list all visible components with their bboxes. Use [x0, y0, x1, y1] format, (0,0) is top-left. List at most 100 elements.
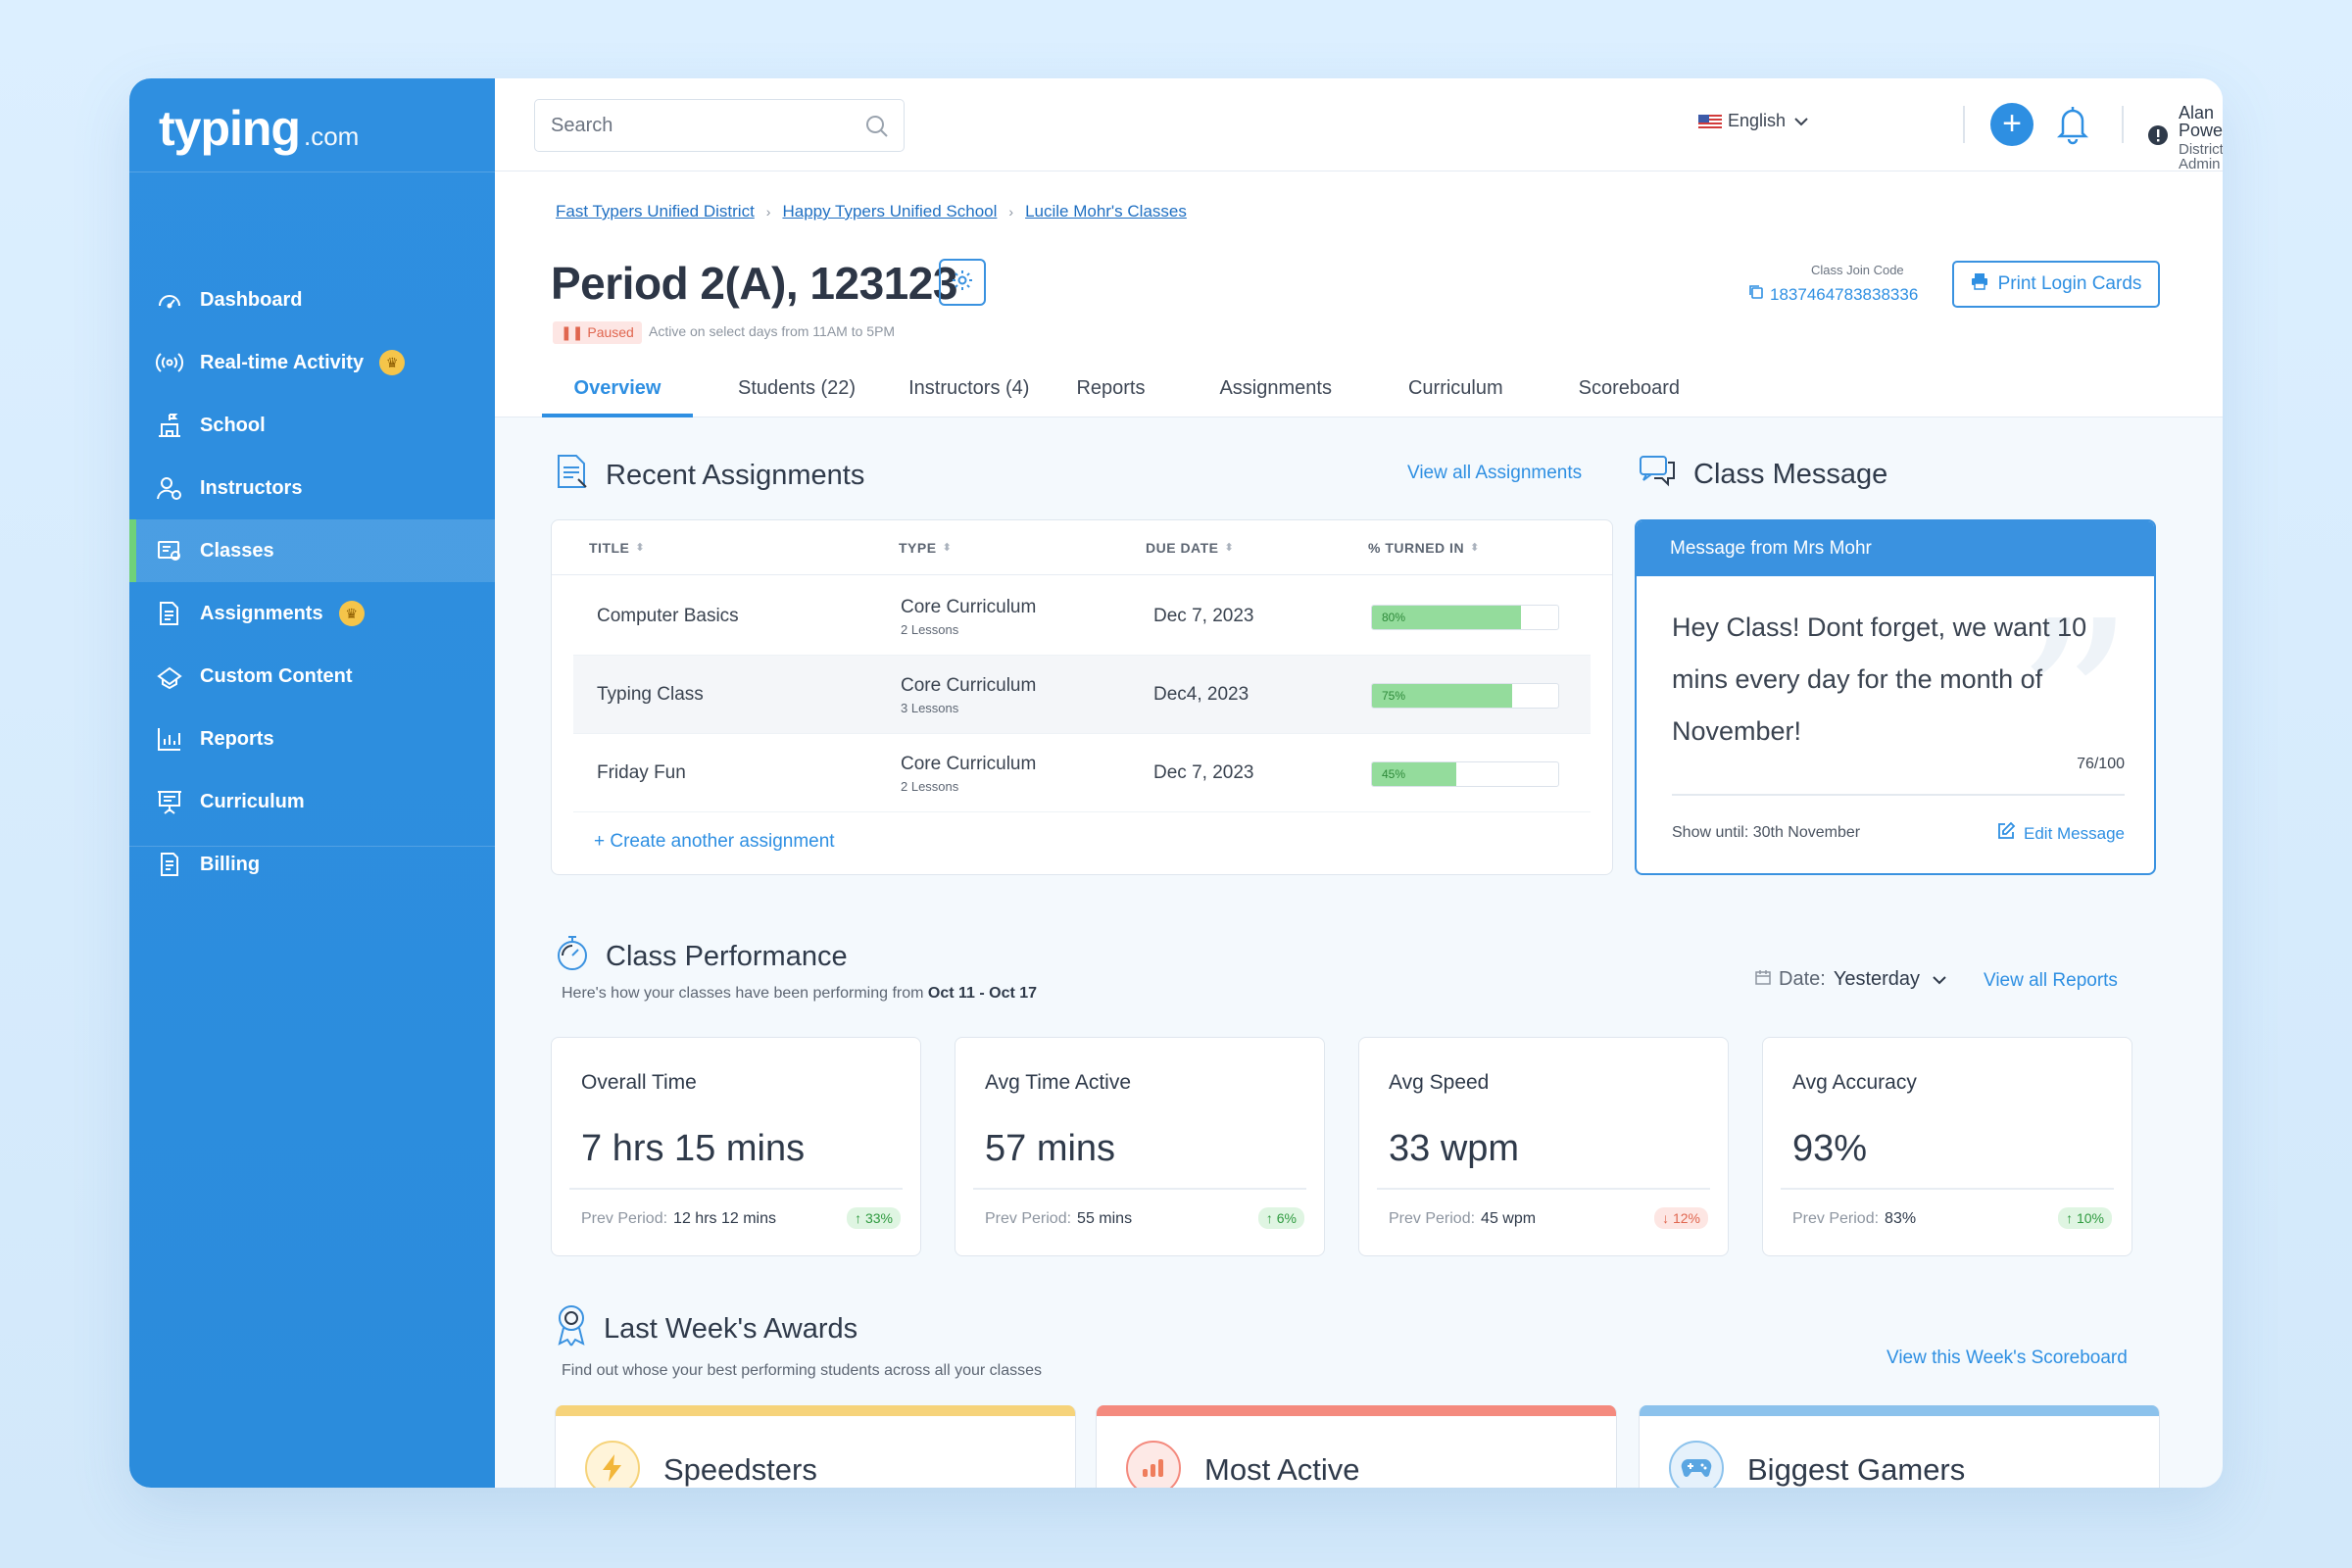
edit-message-button[interactable]: Edit Message [1996, 821, 2125, 846]
tab-curriculum[interactable]: Curriculum [1407, 376, 1503, 399]
crown-icon: ♛ [338, 601, 365, 626]
breadcrumb-district[interactable]: Fast Typers Unified District [556, 202, 755, 220]
gamepad-icon [1669, 1441, 1724, 1488]
topbar-divider [1963, 106, 1965, 143]
class-message-heading: Class Message [1639, 453, 1887, 496]
schedule-note: Active on select days from 11AM to 5PM [649, 323, 896, 339]
change-badge: ↑ 10% [2058, 1207, 2112, 1229]
cell-due: Dec4, 2023 [1153, 684, 1250, 705]
reports-icon [155, 724, 184, 754]
cell-type: Core Curriculum 3 Lessons [901, 674, 1037, 715]
stat-divider [1377, 1188, 1710, 1190]
table-row[interactable]: Friday Fun Core Curriculum 2 Lessons Dec … [573, 734, 1591, 812]
billing-icon [155, 850, 184, 879]
stat-divider [1781, 1188, 2114, 1190]
stat-divider [569, 1188, 903, 1190]
stat-divider [973, 1188, 1306, 1190]
cell-due: Dec 7, 2023 [1153, 606, 1254, 626]
breadcrumb-classes[interactable]: Lucile Mohr's Classes [1025, 202, 1187, 220]
gear-icon [951, 269, 974, 297]
sidebar-item-classes[interactable]: Classes [129, 519, 495, 582]
chevron-right-icon: › [1008, 204, 1014, 220]
table-row[interactable]: Typing Class Core Curriculum 3 Lessons De… [573, 656, 1591, 734]
lightning-icon [585, 1441, 640, 1488]
class-header [495, 172, 2223, 417]
date-selector[interactable]: Date: Yesterday [1755, 968, 1947, 991]
character-count: 76/100 [2077, 756, 2125, 772]
assignment-doc-icon [555, 453, 590, 498]
sidebar-item-custom-content[interactable]: Custom Content [129, 645, 495, 708]
breadcrumb-school[interactable]: Happy Typers Unified School [782, 202, 998, 220]
logo[interactable]: typing .com [159, 101, 360, 156]
print-login-cards-button[interactable]: Print Login Cards [1952, 261, 2160, 308]
quote-mark-icon: ” [2014, 570, 2134, 845]
tab-scoreboard[interactable]: Scoreboard [1578, 376, 1681, 399]
column-due-date[interactable]: DUE DATE ⬍ [1146, 539, 1235, 556]
cell-title: Typing Class [597, 684, 704, 705]
us-flag-icon [1698, 114, 1722, 128]
broadcast-icon [155, 348, 184, 377]
edit-icon [1996, 821, 2016, 846]
change-badge: ↑ 6% [1257, 1207, 1304, 1229]
sidebar-item-curriculum[interactable]: Curriculum [129, 770, 495, 833]
change-badge: ↑ 33% [847, 1207, 901, 1229]
add-button[interactable]: + [1990, 103, 2034, 146]
progress-bar: 75% [1371, 683, 1559, 709]
chevron-right-icon: › [765, 204, 771, 220]
user-menu[interactable]: Alan Power District Admin [2147, 104, 2223, 172]
create-assignment-link[interactable]: + Create another assignment [594, 831, 835, 852]
stat-card-avg-speed: Avg Speed 33 wpm Prev Period: 45 wpm ↓ 12… [1358, 1037, 1729, 1256]
search-icon[interactable] [864, 114, 890, 145]
join-code-label: Class Join Code [1811, 263, 1904, 277]
sidebar-item-reports[interactable]: Reports [129, 708, 495, 770]
sidebar: typing .com Dashboard Real-time Activity… [129, 78, 495, 1488]
award-card-speedsters[interactable]: Speedsters [555, 1405, 1076, 1488]
sidebar-item-assignments[interactable]: Assignments ♛ [129, 582, 495, 645]
chat-bubble-icon [1639, 453, 1678, 496]
instructors-icon [155, 473, 184, 503]
language-selector[interactable]: English [1698, 111, 1809, 131]
sidebar-item-dashboard[interactable]: Dashboard [129, 269, 495, 331]
award-card-biggest-gamers[interactable]: Biggest Gamers [1639, 1405, 2160, 1488]
search-input[interactable]: Search [534, 99, 905, 152]
breadcrumb: Fast Typers Unified District › Happy Typ… [556, 202, 1187, 221]
sidebar-item-instructors[interactable]: Instructors [129, 457, 495, 519]
tab-instructors[interactable]: Instructors (4) [908, 376, 1030, 399]
award-card-most-active[interactable]: Most Active [1096, 1405, 1617, 1488]
table-header: TITLE ⬍ TYPE ⬍ DUE DATE ⬍ % TURNED IN ⬍ [552, 520, 1612, 575]
class-message-card: Message from Mrs Mohr ” Hey Class! Dont … [1635, 519, 2156, 875]
message-divider [1672, 794, 2125, 796]
tab-assignments[interactable]: Assignments [1219, 376, 1332, 399]
class-settings-button[interactable] [939, 259, 986, 306]
cell-title: Friday Fun [597, 762, 686, 783]
view-scoreboard-link[interactable]: View this Week's Scoreboard [1886, 1348, 2128, 1368]
page-title: Period 2(A), 123123 [551, 258, 957, 309]
chevron-down-icon [1932, 968, 1947, 991]
column-type[interactable]: TYPE ⬍ [899, 539, 953, 556]
tab-overview[interactable]: Overview [542, 359, 693, 417]
sidebar-item-school[interactable]: School [129, 394, 495, 457]
topbar-divider [2122, 106, 2124, 143]
copy-icon [1748, 284, 1764, 305]
activity-bars-icon [1126, 1441, 1181, 1488]
sidebar-item-billing[interactable]: Billing [129, 833, 495, 896]
class-tabs: Overview Students (22) Instructors (4) R… [542, 359, 1699, 417]
tab-reports[interactable]: Reports [1076, 376, 1146, 399]
join-code[interactable]: 1837464783838336 [1748, 284, 1918, 305]
column-title[interactable]: TITLE ⬍ [589, 539, 646, 556]
progress-bar: 80% [1371, 605, 1559, 630]
tab-students[interactable]: Students (22) [738, 376, 857, 399]
table-row[interactable]: Computer Basics Core Curriculum 2 Lessons… [573, 577, 1591, 656]
column-turned-in[interactable]: % TURNED IN ⬍ [1368, 539, 1480, 556]
sidebar-item-realtime-activity[interactable]: Real-time Activity ♛ [129, 331, 495, 394]
school-icon [155, 411, 184, 440]
change-badge: ↓ 12% [1654, 1207, 1708, 1229]
show-until: Show until: 30th November [1672, 824, 1861, 841]
status-badge: ❚❚ Paused [553, 321, 642, 344]
stat-card-overall-time: Overall Time 7 hrs 15 mins Prev Period: 1… [551, 1037, 921, 1256]
bell-icon[interactable] [2053, 102, 2092, 150]
view-all-reports-link[interactable]: View all Reports [1984, 970, 2118, 991]
cell-type: Core Curriculum 2 Lessons [901, 753, 1037, 794]
view-all-assignments-link[interactable]: View all Assignments [1407, 463, 1583, 483]
assignments-icon [155, 599, 184, 628]
